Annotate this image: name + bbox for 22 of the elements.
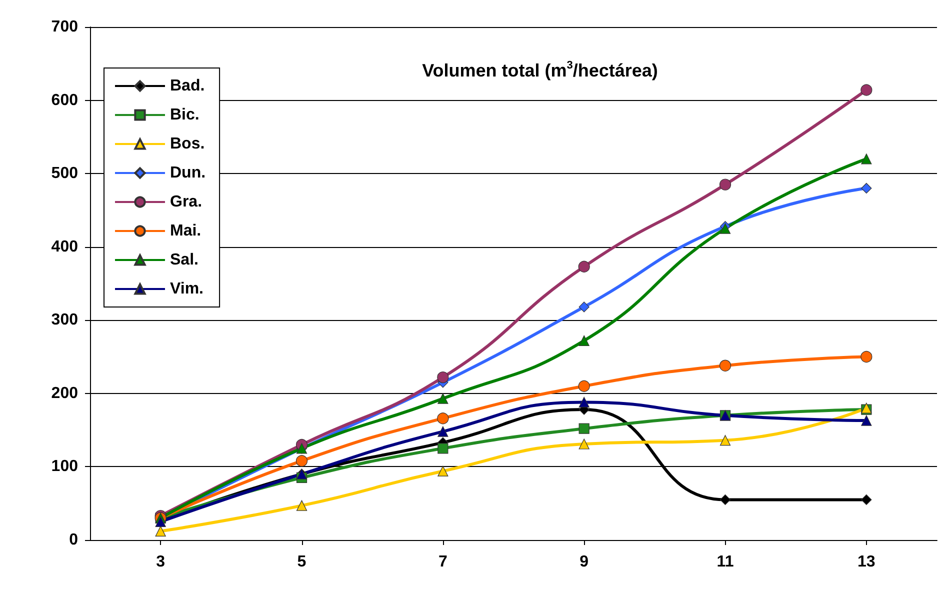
legend-label: Sal.	[170, 252, 198, 268]
x-tick-label: 11	[716, 554, 734, 570]
legend-label: Bic.	[170, 106, 200, 124]
x-tick-label: 3	[156, 554, 166, 570]
legend-label: Dun.	[170, 164, 206, 182]
y-tick-label: 700	[51, 18, 78, 36]
y-tick-label: 300	[51, 312, 78, 329]
y-tick-label: 500	[51, 165, 78, 182]
x-tick-label: 9	[580, 554, 589, 570]
x-tick-label: 7	[438, 554, 448, 570]
legend-label: Bos.	[170, 136, 205, 152]
y-tick-label: 0	[69, 532, 78, 548]
x-tick-label: 5	[297, 554, 306, 570]
y-tick-label: 200	[51, 384, 78, 402]
legend-label: Mai.	[170, 222, 202, 240]
y-tick-label: 600	[51, 92, 78, 109]
legend-label: Bad.	[170, 78, 205, 94]
x-tick-label: 13	[858, 554, 876, 570]
legend-label: Vim.	[170, 280, 204, 298]
y-tick-label: 100	[51, 458, 78, 476]
legend-label: Gra.	[170, 194, 202, 210]
y-tick-label: 400	[51, 238, 78, 256]
